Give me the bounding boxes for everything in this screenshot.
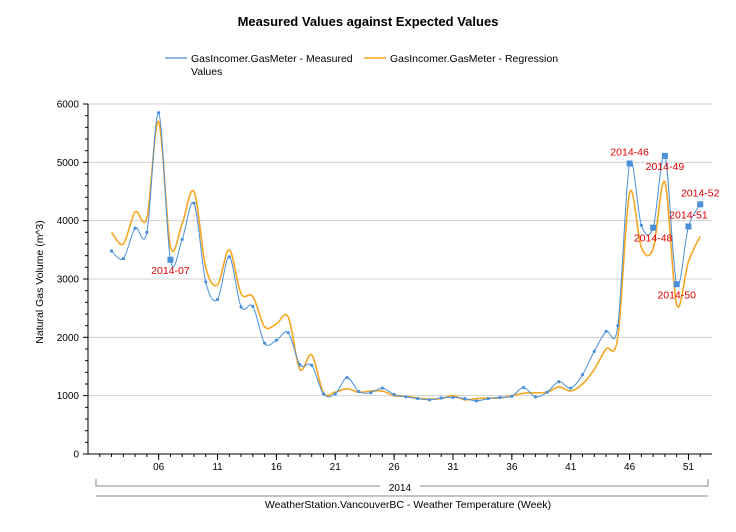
data-point-measured — [404, 395, 408, 399]
x-tick-label: 26 — [389, 462, 401, 473]
anomaly-marker — [685, 223, 692, 230]
data-point-measured — [251, 304, 255, 309]
data-point-measured — [227, 255, 231, 259]
anomaly-marker — [697, 201, 704, 208]
x-tick-label: 51 — [683, 462, 695, 473]
data-point-measured — [604, 329, 608, 334]
x-group-label: 2014 — [389, 483, 412, 494]
anomaly-label: 2014-46 — [610, 147, 649, 159]
data-point-measured — [298, 363, 302, 367]
data-point-measured — [345, 375, 349, 380]
axes — [87, 104, 712, 460]
data-point-measured — [109, 249, 114, 253]
data-point-measured — [427, 398, 432, 402]
anomaly-label: 2014-52 — [681, 187, 720, 199]
y-axis-label: Natural Gas Volume (m^3) — [34, 220, 46, 343]
y-tick-labels: 0 1000 2000 3000 4000 5000 6000 — [57, 100, 80, 461]
y-tick-label: 6000 — [57, 100, 80, 111]
data-point-measured — [392, 392, 396, 397]
data-point-measured — [145, 230, 149, 234]
x-tick-label: 41 — [565, 462, 577, 473]
data-point-measured — [486, 396, 490, 401]
x-tick-label: 36 — [506, 462, 518, 473]
x-tick-label: 16 — [271, 462, 283, 473]
data-point-measured — [180, 237, 184, 241]
anomaly-label: 2014-07 — [151, 265, 190, 277]
anomaly-marker — [626, 160, 633, 167]
x-axis-label: WeatherStation.VancouverBC - Weather Tem… — [265, 499, 551, 511]
data-point-measured — [580, 373, 585, 377]
data-point-measured — [333, 392, 337, 396]
data-point-measured — [498, 395, 502, 400]
anomaly-marker — [661, 152, 668, 159]
x-tick-label: 21 — [330, 462, 342, 473]
data-point-measured — [380, 386, 384, 390]
data-point-measured — [286, 331, 290, 335]
y-tick-label: 1000 — [57, 391, 80, 402]
chart-title: Measured Values against Expected Values — [238, 14, 499, 29]
y-tick-label: 3000 — [57, 275, 80, 286]
data-point-measured — [639, 223, 643, 227]
anomaly-label: 2014-48 — [634, 233, 673, 245]
y-tick-label: 0 — [73, 450, 79, 461]
data-point-measured — [451, 395, 455, 400]
data-point-measured — [121, 256, 125, 261]
anomaly-label: 2014-51 — [669, 210, 708, 222]
data-point-measured — [522, 385, 526, 390]
y-tick-label: 5000 — [57, 158, 80, 169]
x-tick-label: 46 — [624, 462, 636, 473]
x-group-bracket: 2014 — [95, 479, 709, 494]
anomaly-label: 2014-50 — [657, 289, 696, 301]
annotations: 2014-07 2014-46 2014-48 2014-49 2014-50 2014-… — [151, 147, 720, 302]
data-point-measured — [368, 391, 373, 395]
legend-label-measured-line2: Values — [191, 66, 222, 78]
y-tick-label: 2000 — [57, 333, 80, 344]
data-point-measured — [416, 396, 420, 401]
data-point-measured — [274, 338, 278, 342]
data-point-measured — [616, 324, 620, 328]
data-point-measured — [310, 363, 314, 367]
data-point-measured — [215, 297, 220, 302]
anomaly-marker — [650, 224, 657, 231]
data-point-measured — [545, 390, 549, 394]
data-point-measured — [463, 396, 467, 401]
series-lines — [109, 111, 702, 403]
data-point-measured — [133, 226, 137, 230]
data-point-measured — [557, 380, 561, 384]
legend: GasIncomer.GasMeter - Measured Values Ga… — [165, 53, 558, 78]
data-point-measured — [263, 341, 267, 345]
x-tick-labels: 06 11 16 21 26 31 36 41 46 51 — [153, 462, 694, 473]
x-tick-label: 31 — [447, 462, 459, 473]
legend-label-regression: GasIncomer.GasMeter - Regression — [390, 53, 558, 65]
data-point-measured — [510, 394, 514, 398]
series-line-regression — [110, 120, 701, 401]
data-point-measured — [321, 392, 326, 396]
data-point-measured — [357, 389, 361, 394]
legend-label-measured-line1: GasIncomer.GasMeter - Measured — [191, 53, 353, 65]
anomaly-marker — [673, 281, 680, 288]
data-point-measured — [239, 305, 243, 309]
x-group-bracket-line — [95, 479, 709, 487]
data-point-measured — [192, 201, 196, 205]
data-point-measured — [592, 349, 596, 353]
x-tick-label: 11 — [212, 462, 223, 473]
data-point-measured — [204, 280, 208, 284]
data-point-measured — [474, 399, 479, 403]
data-point-measured — [439, 396, 443, 400]
series-line-measured — [111, 112, 701, 402]
data-point-measured — [157, 111, 161, 115]
x-tick-label: 06 — [153, 462, 165, 473]
anomaly-label: 2014-49 — [646, 161, 685, 173]
data-point-measured — [533, 395, 537, 399]
data-point-measured — [569, 386, 573, 390]
y-tick-label: 4000 — [57, 216, 80, 227]
anomaly-marker — [167, 256, 174, 263]
